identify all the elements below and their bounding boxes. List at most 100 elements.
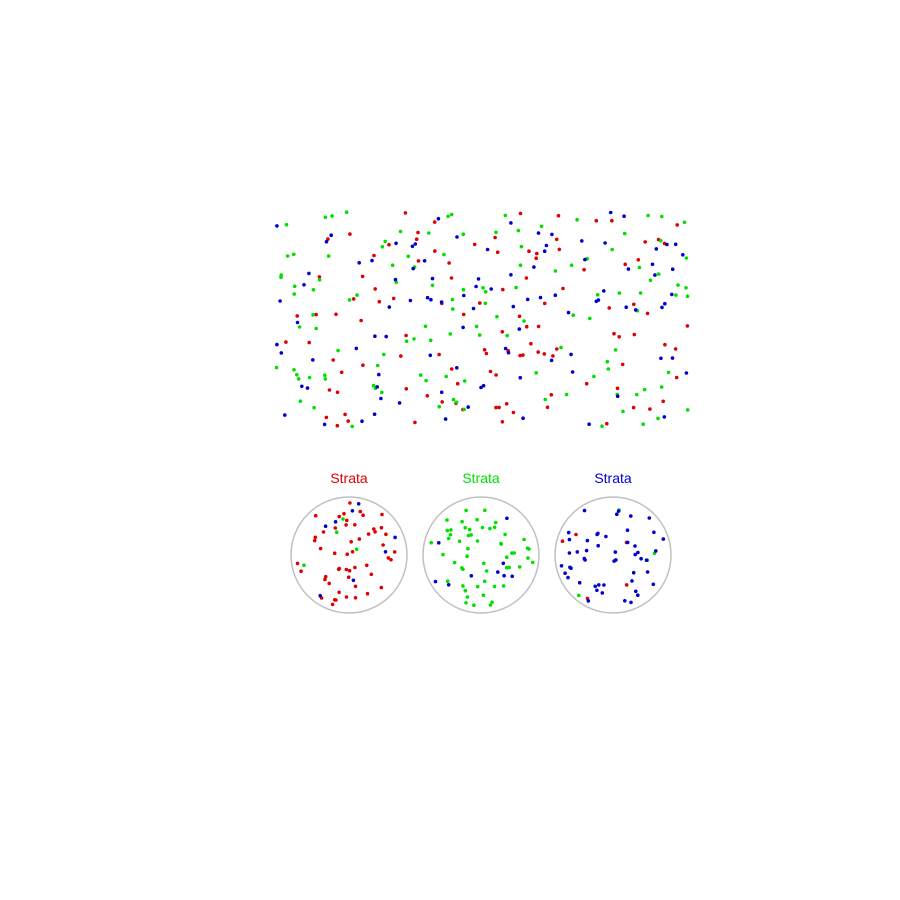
red-point xyxy=(347,568,352,573)
red-point xyxy=(373,530,377,534)
green-point xyxy=(461,567,465,571)
red-point xyxy=(317,275,322,279)
green-point xyxy=(451,397,456,402)
blue-point xyxy=(466,405,471,409)
green-point xyxy=(427,231,431,235)
blue-point xyxy=(397,401,402,405)
red-point xyxy=(344,595,349,599)
red-point xyxy=(615,386,620,391)
green-point xyxy=(613,348,618,352)
red-point xyxy=(361,363,365,368)
blue-point xyxy=(684,371,689,375)
green-point xyxy=(482,579,487,584)
blue-point xyxy=(350,509,355,513)
blue-point xyxy=(650,262,655,267)
red-point xyxy=(675,223,679,227)
blue-point xyxy=(433,579,438,584)
blue-point xyxy=(455,366,459,370)
green-point xyxy=(446,214,450,219)
red-point xyxy=(384,532,388,537)
green-point xyxy=(519,244,524,249)
green-point xyxy=(371,383,376,388)
red-point xyxy=(500,420,505,424)
red-point xyxy=(555,347,559,351)
green-point xyxy=(492,525,497,530)
blue-point xyxy=(496,570,500,574)
blue-point xyxy=(569,352,573,357)
green-point xyxy=(475,539,480,543)
red-point xyxy=(648,407,652,411)
blue-point xyxy=(629,514,633,518)
red-point xyxy=(674,375,679,380)
blue-point xyxy=(411,266,416,271)
green-point xyxy=(330,214,334,218)
blue-point xyxy=(333,520,338,524)
green-point xyxy=(344,210,349,214)
green-point xyxy=(295,373,299,377)
green-point xyxy=(429,540,434,545)
green-point xyxy=(323,373,327,378)
green-point xyxy=(539,224,544,229)
blue-point xyxy=(665,242,669,247)
population-scatter xyxy=(274,210,690,429)
green-point xyxy=(638,291,643,295)
blue-point xyxy=(550,232,554,237)
green-point xyxy=(592,374,596,379)
red-point xyxy=(447,261,451,265)
green-point xyxy=(355,293,359,297)
red-point xyxy=(534,256,538,261)
red-point xyxy=(323,574,328,579)
green-point xyxy=(543,397,547,402)
red-point xyxy=(373,287,378,291)
red-point xyxy=(366,532,371,536)
red-point xyxy=(605,421,609,426)
green-point xyxy=(674,293,678,297)
green-point xyxy=(495,314,499,319)
blue-point xyxy=(567,551,572,555)
green-point xyxy=(466,533,471,538)
red-point xyxy=(332,551,337,555)
blue-point xyxy=(439,300,444,304)
red-point xyxy=(337,514,342,519)
blue-point xyxy=(597,583,601,587)
red-point xyxy=(536,324,541,329)
red-point xyxy=(529,341,533,346)
red-point xyxy=(299,569,303,573)
red-point xyxy=(643,240,647,244)
red-point xyxy=(517,314,522,319)
green-point xyxy=(637,265,642,270)
green-point xyxy=(493,520,498,525)
red-point xyxy=(353,584,358,589)
red-point xyxy=(521,353,525,357)
blue-point xyxy=(575,550,580,554)
blue-point xyxy=(647,516,652,520)
red-point xyxy=(545,405,550,410)
green-point xyxy=(666,370,671,375)
green-point xyxy=(461,584,465,588)
green-point xyxy=(274,365,279,370)
stratum-blue: Strata xyxy=(554,470,672,614)
red-point xyxy=(549,393,554,397)
blue-point xyxy=(525,297,530,302)
green-point xyxy=(503,532,507,537)
blue-point xyxy=(318,593,323,598)
red-point xyxy=(449,367,454,371)
red-point xyxy=(381,543,385,547)
green-point xyxy=(606,367,611,371)
blue-point xyxy=(593,584,597,589)
blue-point xyxy=(518,375,523,380)
green-point xyxy=(605,359,610,364)
green-point xyxy=(418,373,423,377)
green-point xyxy=(483,508,487,513)
blue-point xyxy=(311,358,315,362)
green-point xyxy=(656,272,661,276)
green-point xyxy=(445,528,450,533)
stratum-circle-green xyxy=(422,496,540,614)
green-point xyxy=(341,517,345,521)
red-point xyxy=(380,512,384,517)
green-point xyxy=(292,284,297,289)
red-point xyxy=(379,525,384,530)
red-point xyxy=(321,530,326,534)
blue-point xyxy=(603,241,607,245)
green-point xyxy=(494,230,498,235)
